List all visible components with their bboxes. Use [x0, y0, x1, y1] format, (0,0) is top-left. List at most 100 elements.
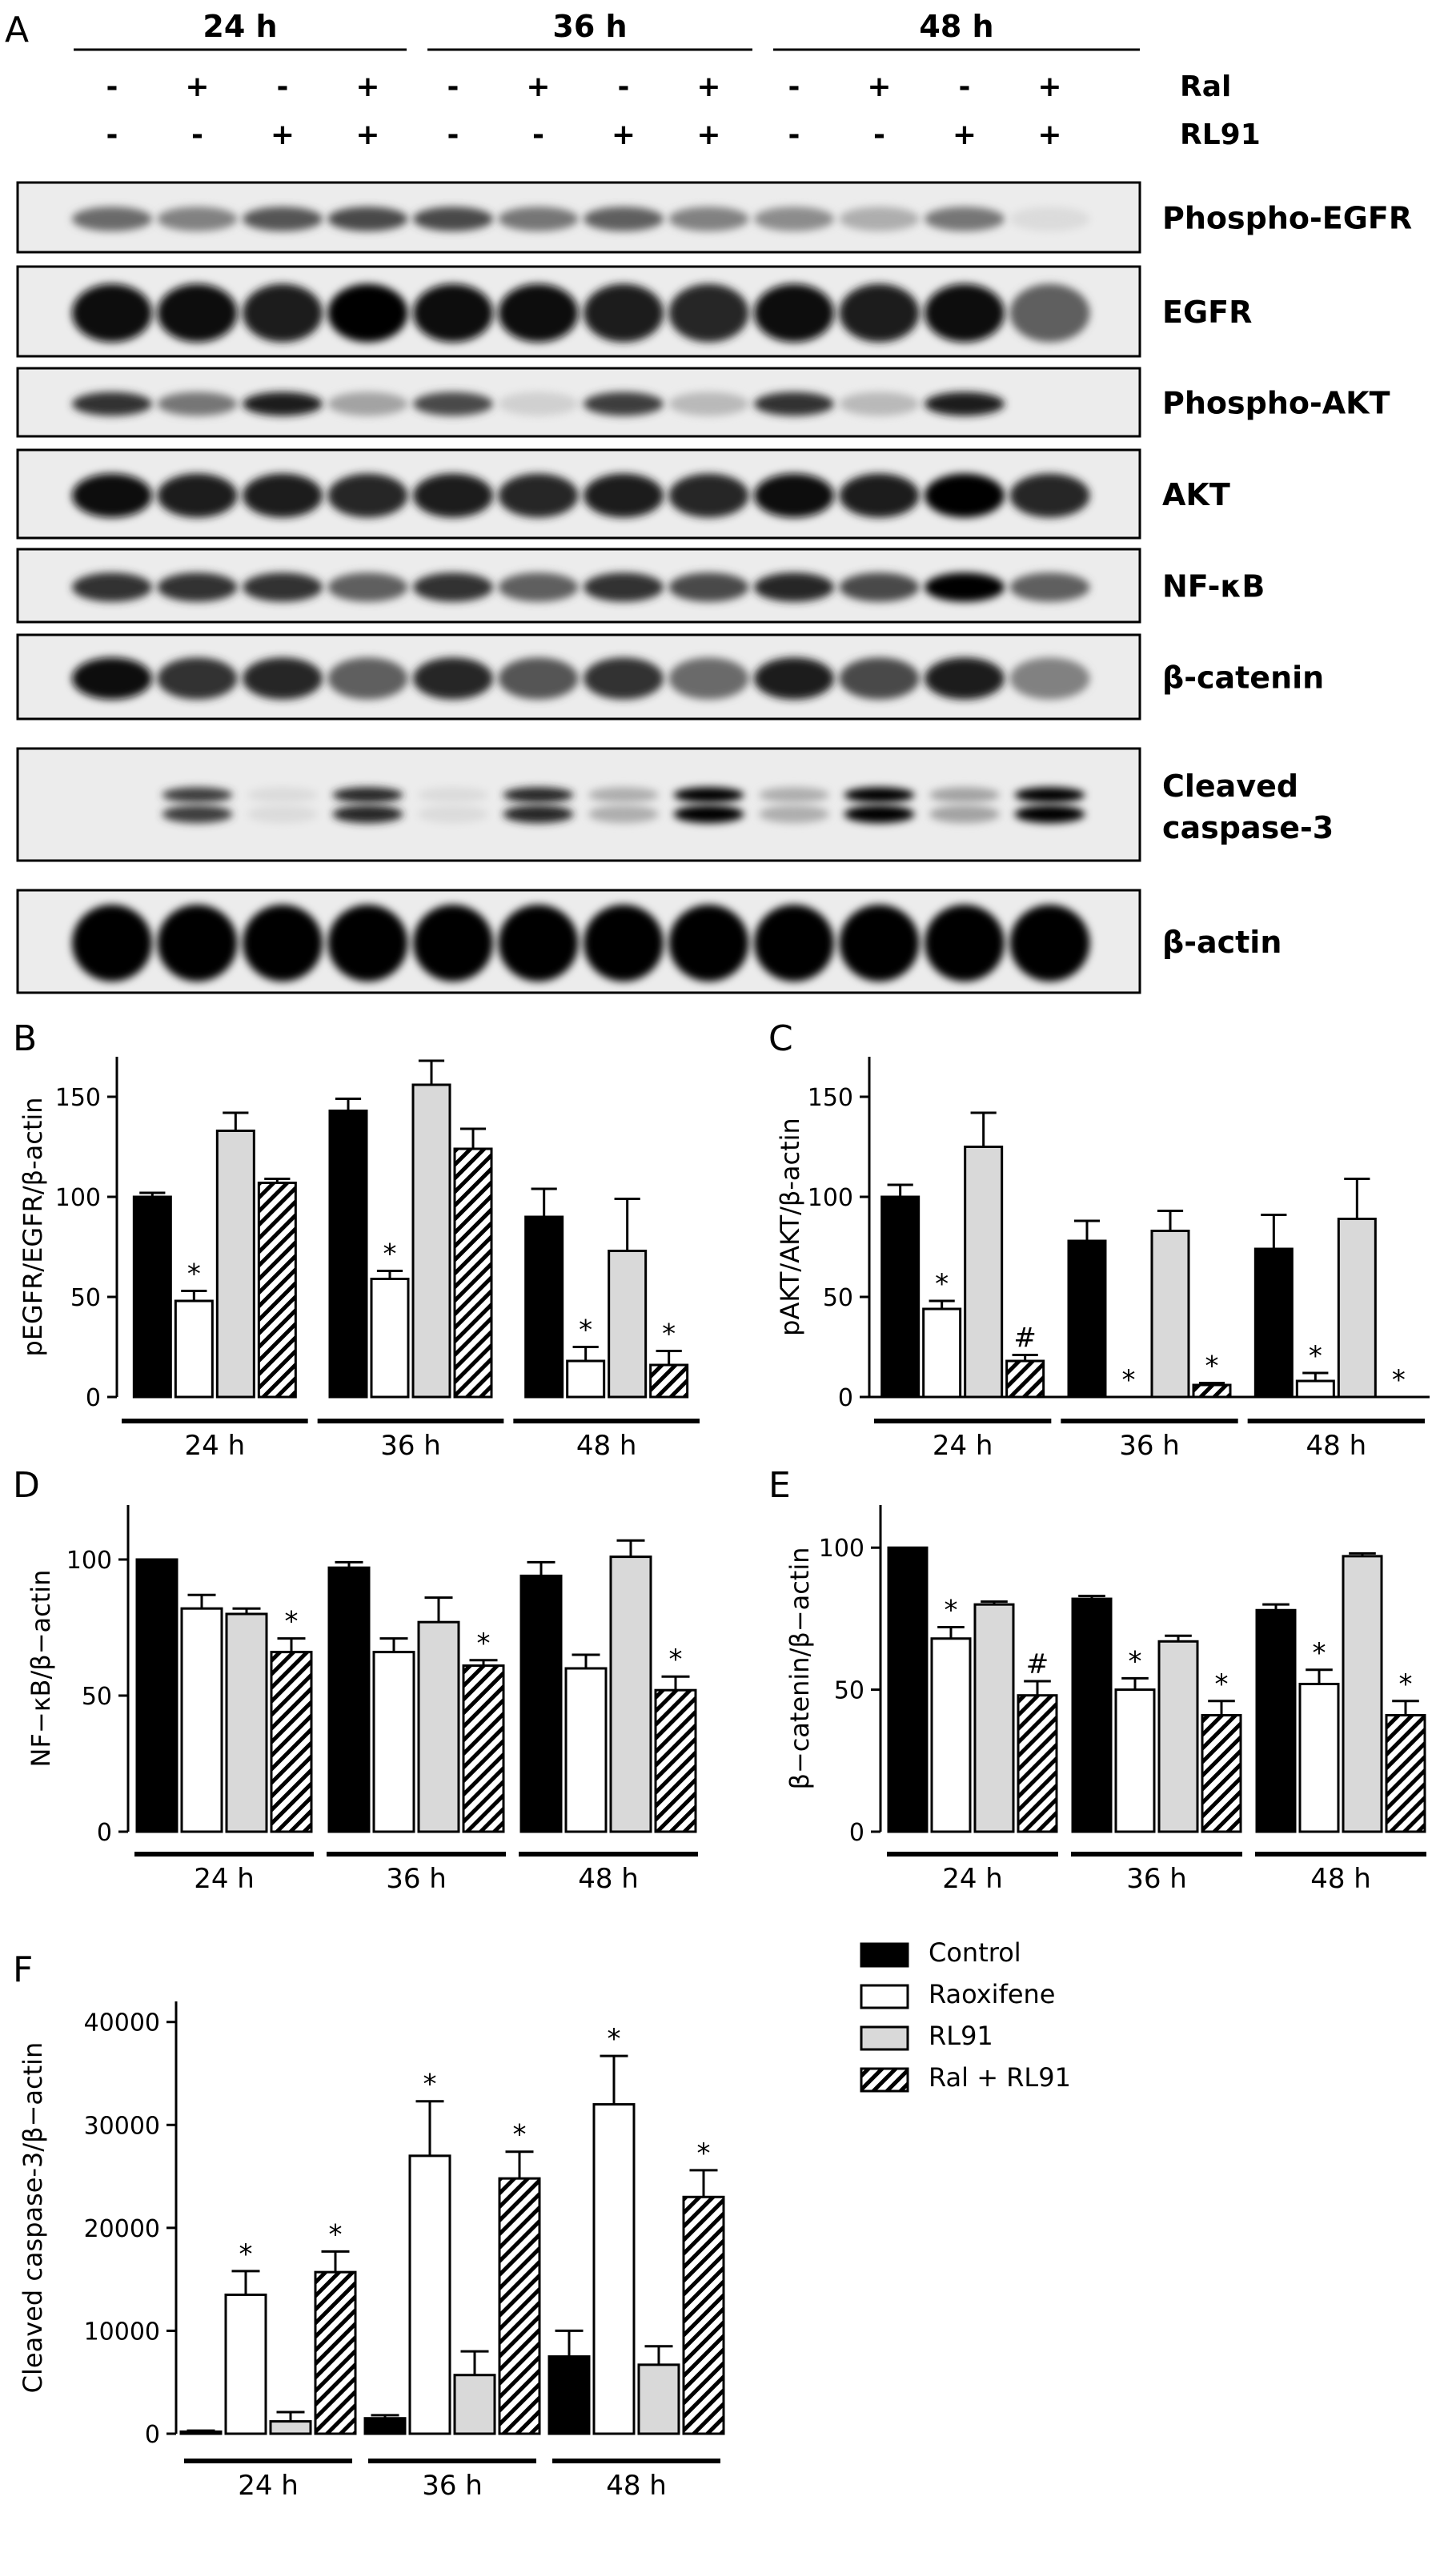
bar — [548, 2355, 591, 2435]
bar — [1157, 1640, 1199, 1833]
bar — [408, 2154, 451, 2435]
blot-band — [584, 657, 664, 700]
x-category-label: 36 h — [386, 1863, 447, 1895]
y-tick-label: 150 — [55, 1084, 101, 1112]
bar — [1150, 1230, 1190, 1399]
chart-panel-f: F 0 10000 20000 30000 40000 Cleaved caspase-3/… — [13, 1949, 725, 2502]
y-tick-label: 150 — [808, 1084, 853, 1112]
bar — [462, 1664, 505, 1833]
significance-mark: * — [1313, 1637, 1326, 1669]
blot-band — [72, 283, 152, 343]
bar — [609, 1555, 652, 1833]
significance-mark: * — [935, 1268, 949, 1300]
bar — [637, 2363, 680, 2435]
blot-band — [327, 657, 408, 700]
panel-letter: F — [13, 1949, 33, 1990]
bar — [1071, 1597, 1113, 1833]
bar — [1342, 1555, 1383, 1833]
treatment-sign: + — [355, 70, 379, 103]
legend-swatch — [860, 1984, 909, 2009]
significance-mark: * — [1129, 1645, 1142, 1677]
treatment-sign: + — [867, 70, 891, 103]
bar — [328, 1110, 368, 1399]
blot-band — [243, 473, 323, 518]
blot-band — [925, 657, 1005, 700]
significance-mark: * — [669, 1644, 683, 1676]
bar — [453, 1147, 493, 1399]
blot-band — [498, 283, 579, 343]
treatment-sign: - — [191, 118, 203, 151]
legend-label: RL91 — [929, 2021, 993, 2051]
blot-band — [498, 657, 579, 700]
x-category-label: 48 h — [1310, 1863, 1371, 1895]
x-category-label: 36 h — [380, 1430, 441, 1462]
treatment-sign: - — [106, 70, 118, 103]
bar — [608, 1250, 648, 1399]
blot-band — [929, 787, 1000, 803]
significance-mark: * — [239, 2238, 253, 2270]
significance-mark: * — [1122, 1364, 1136, 1396]
bar — [682, 2195, 725, 2435]
blot-band — [839, 572, 920, 602]
blot-band — [503, 787, 574, 803]
blot-band — [157, 657, 238, 700]
blot-band — [413, 473, 493, 518]
y-tick-label: 100 — [55, 1184, 101, 1212]
blot-strips: Phospho-EGFR EGFR Phospho-AKT AKT NF-κB β-cat… — [16, 181, 1412, 994]
bar — [592, 2103, 636, 2435]
blot-band — [668, 657, 749, 700]
significance-mark: * — [513, 2119, 527, 2151]
blot-time-label: 36 h — [552, 9, 627, 44]
blot-label: β-catenin — [1162, 660, 1324, 696]
blot-label: AKT — [1162, 477, 1230, 512]
blot-band — [72, 473, 152, 518]
bar — [964, 1146, 1004, 1399]
legend-label: Ral + RL91 — [929, 2062, 1071, 2093]
blot-band — [162, 787, 233, 803]
bar — [179, 2430, 223, 2435]
blot-band — [1014, 787, 1085, 803]
blot-strip: Phospho-EGFR — [16, 181, 1412, 254]
y-tick-label: 0 — [97, 1819, 112, 1847]
blot-band — [1009, 473, 1090, 518]
significance-mark: * — [608, 2023, 621, 2055]
treatment-sign: + — [1037, 118, 1061, 151]
blot-band — [72, 905, 152, 981]
blot-band — [584, 473, 664, 518]
blot-band — [498, 391, 579, 416]
significance-mark: * — [1205, 1351, 1219, 1383]
treatment-sign: - — [277, 70, 289, 103]
y-tick-label: 100 — [808, 1184, 853, 1212]
blot-time-label: 48 h — [919, 9, 993, 44]
y-axis-label: NF−κB/β−actin — [26, 1570, 56, 1768]
panel-letter: B — [13, 1018, 37, 1059]
x-category-label: 48 h — [578, 1863, 639, 1895]
treatment-row-label: Ral — [1180, 70, 1231, 103]
blot-band — [925, 572, 1005, 602]
treatment-sign: + — [355, 118, 379, 151]
bar — [880, 1195, 921, 1399]
blot-band — [584, 905, 664, 981]
treatment-sign: + — [1037, 70, 1061, 103]
y-axis-label: β−catenin/β−actin — [784, 1547, 815, 1789]
blot-band — [584, 207, 664, 231]
treatment-sign: - — [447, 118, 459, 151]
bar — [1201, 1714, 1242, 1833]
blot-band — [839, 283, 920, 343]
blot-band — [673, 787, 744, 803]
blot-band — [327, 391, 408, 416]
blot-band — [247, 787, 318, 803]
blot-band — [925, 905, 1005, 981]
blot-band — [418, 805, 488, 824]
treatment-sign: + — [185, 70, 209, 103]
bar — [417, 1620, 460, 1833]
blot-band — [584, 391, 664, 416]
bar — [930, 1637, 972, 1833]
y-tick-label: 10000 — [84, 2318, 160, 2346]
legend-label: Control — [929, 1937, 1021, 1968]
bar — [225, 1612, 268, 1833]
significance-mark: * — [579, 1315, 592, 1347]
blot-band — [413, 391, 493, 416]
blot-band — [759, 805, 829, 824]
